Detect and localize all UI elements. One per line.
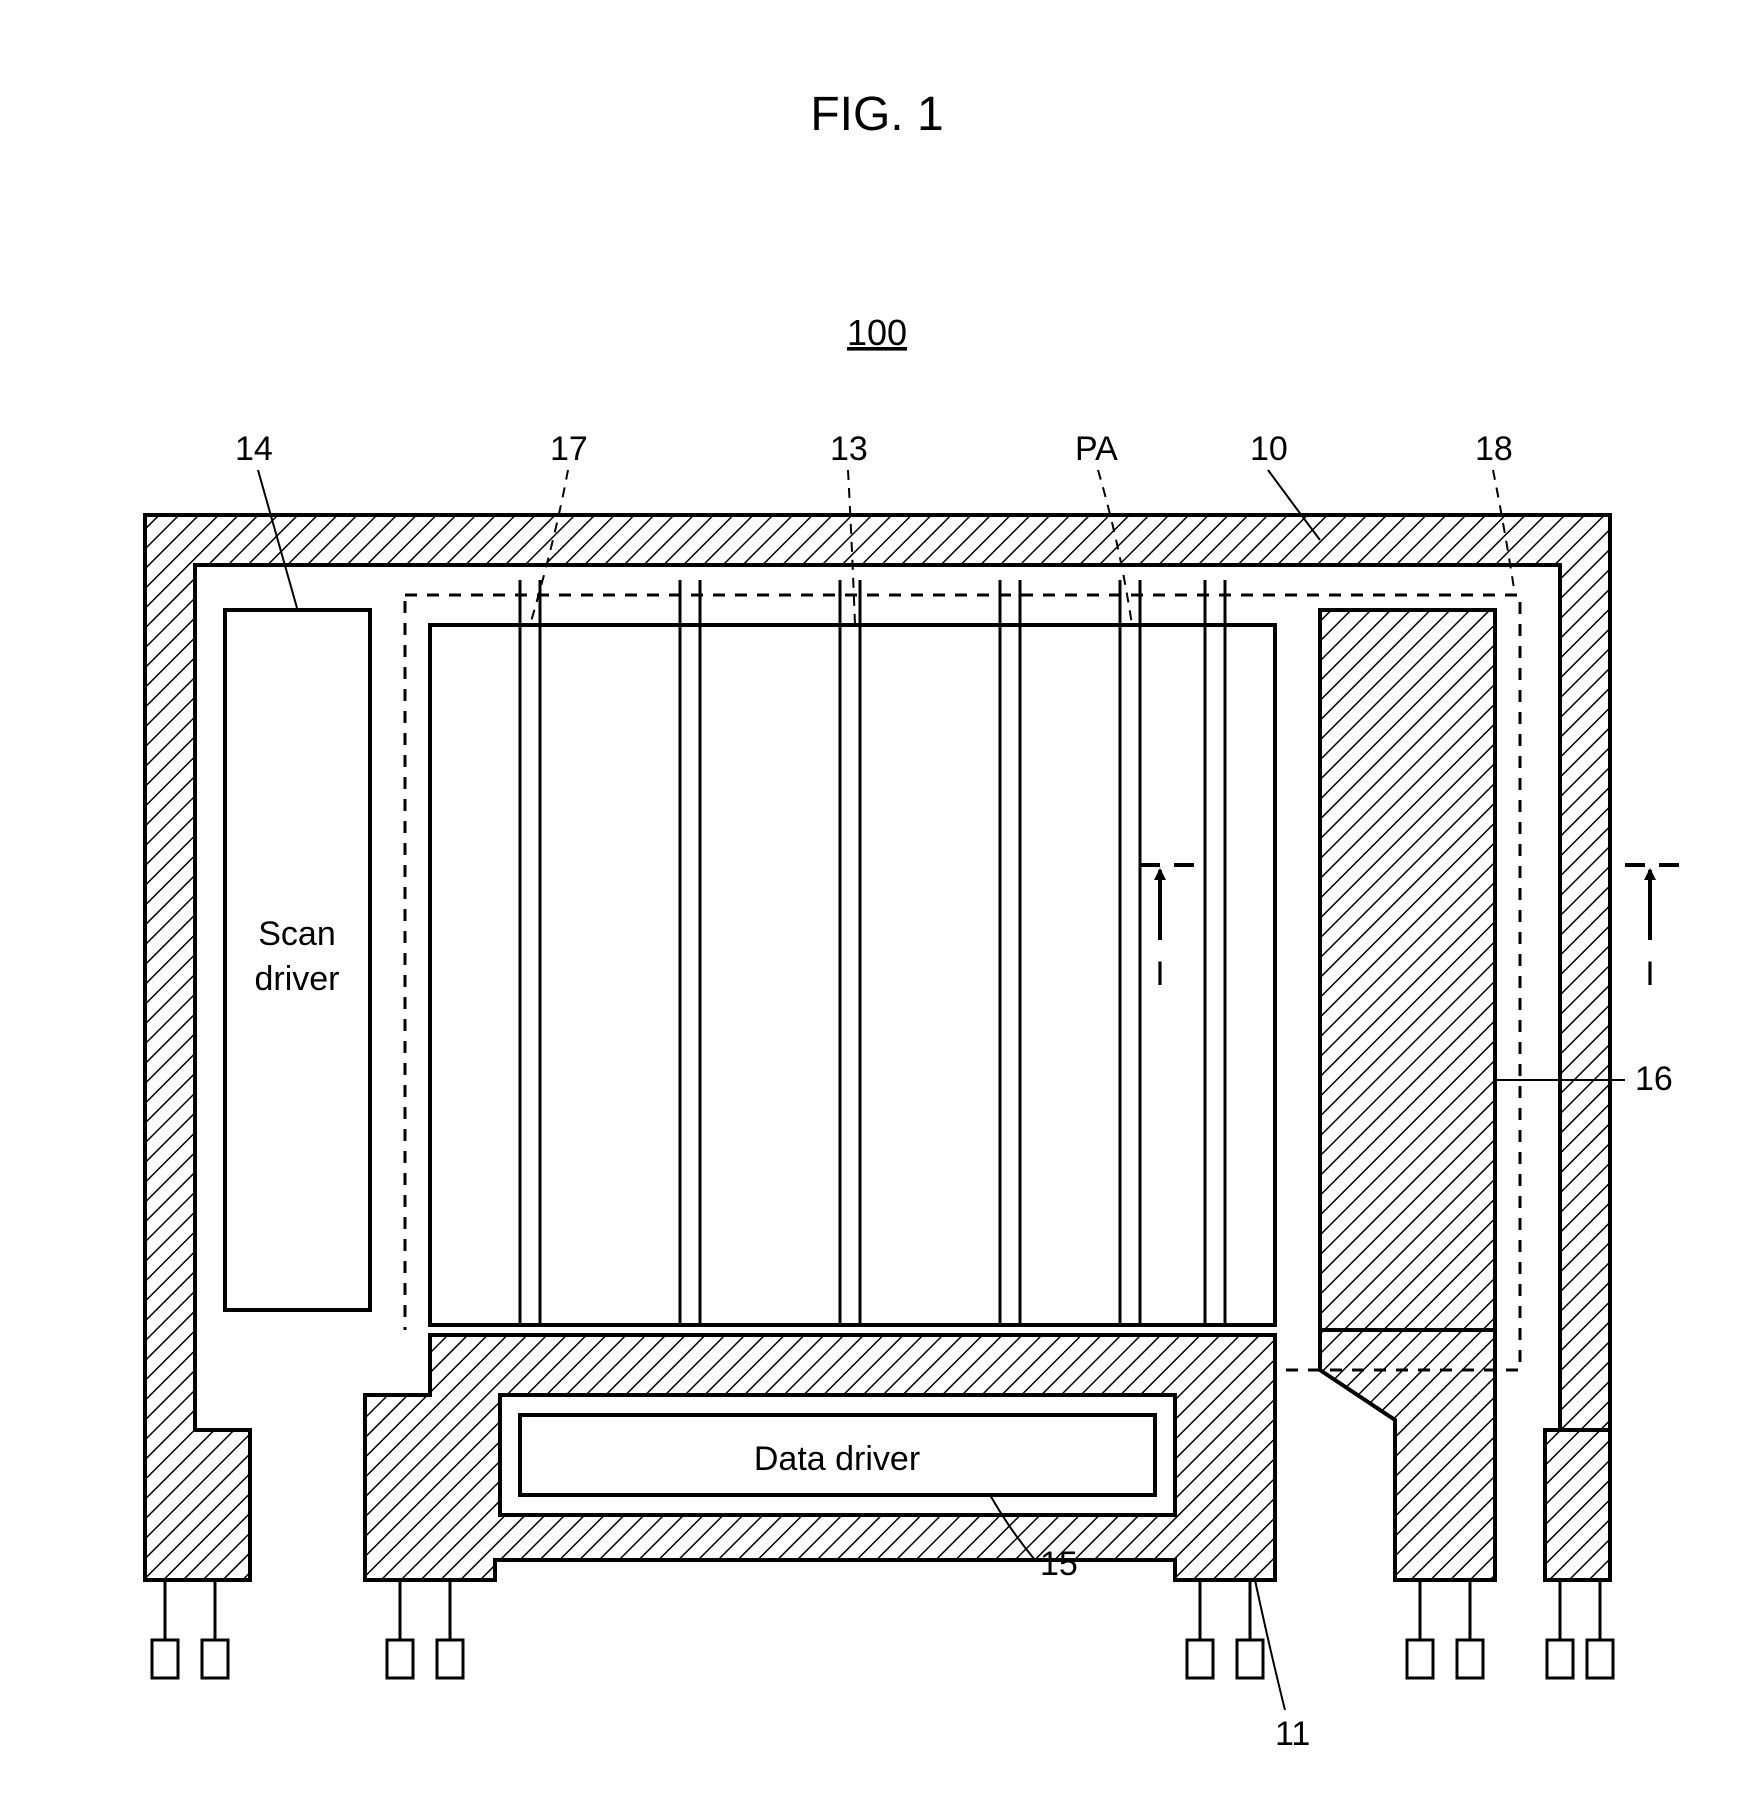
right-inner-hatched [1320, 610, 1495, 1330]
label-18: 18 [1475, 430, 1513, 468]
scan-driver-label-1: Scan [258, 915, 336, 953]
ref-100: 100 [847, 312, 907, 353]
right-leg-16 [1320, 1330, 1495, 1580]
label-11: 11 [1275, 1715, 1310, 1753]
section-marker-right: I [1625, 865, 1680, 993]
label-14: 14 [235, 430, 273, 468]
terminal-pads [152, 1580, 1613, 1678]
central-panel-13 [430, 625, 1275, 1325]
label-PA: PA [1075, 430, 1118, 468]
label-17: 17 [550, 430, 588, 468]
section-I-left-label: I [1155, 955, 1164, 993]
label-10: 10 [1250, 430, 1288, 468]
scan-driver-label-2: driver [254, 960, 339, 998]
label-15: 15 [1040, 1545, 1078, 1583]
label-13: 13 [830, 430, 868, 468]
diagram-figure: FIG. 1 100 Scan driver Data driver [0, 0, 1755, 1817]
outer-right-leg [1545, 1430, 1610, 1580]
section-I-right-label: I [1645, 955, 1654, 993]
data-driver-label: Data driver [754, 1440, 920, 1478]
label-16: 16 [1635, 1060, 1673, 1098]
figure-title: FIG. 1 [810, 88, 943, 141]
